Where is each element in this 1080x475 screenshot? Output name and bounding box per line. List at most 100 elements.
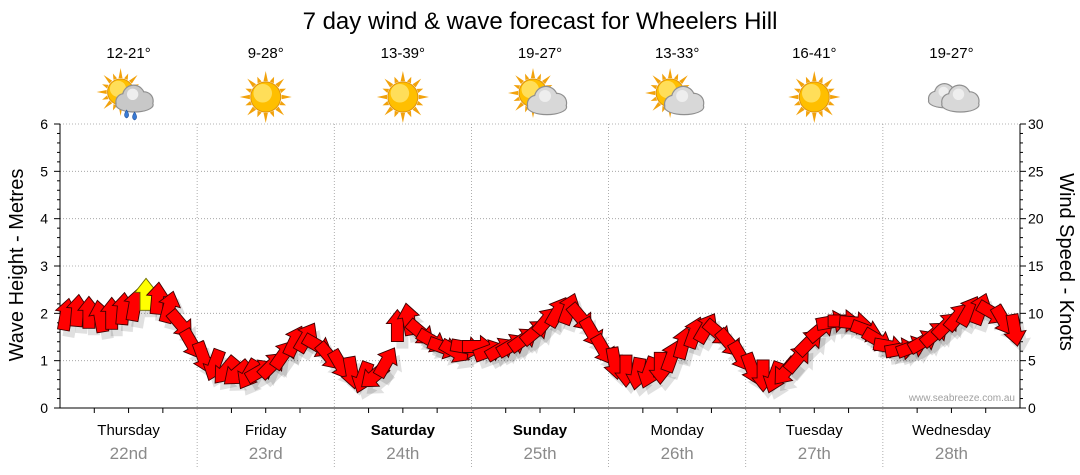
temperature-range: 9-28° — [248, 45, 284, 62]
sun-ray — [515, 75, 524, 84]
wind-arrow-shadow — [912, 337, 943, 362]
sun-ray — [96, 90, 107, 94]
wind-arrow — [165, 307, 192, 338]
sun-ray — [662, 73, 667, 81]
sun-ray — [650, 85, 658, 90]
wind-arrow-shadow — [524, 328, 553, 354]
sun-ray — [530, 68, 536, 79]
sun-ray — [525, 73, 530, 81]
wind-arrow-shadow — [366, 368, 395, 394]
sun-ray — [536, 73, 541, 81]
sun-ray — [418, 94, 429, 100]
temperature-range: 13-39° — [381, 45, 425, 62]
sun-ray — [794, 88, 801, 93]
sun-ray — [129, 75, 138, 84]
sun-ray — [823, 106, 833, 116]
sun-ray — [830, 94, 841, 100]
sun-ray — [795, 106, 805, 116]
sun-highlight — [109, 80, 127, 97]
sun-ray — [805, 110, 811, 118]
wind-arrow — [1003, 313, 1027, 347]
sun-ray — [275, 106, 285, 116]
partly-cloudy-icon — [645, 68, 705, 118]
sunny-icon — [788, 71, 841, 123]
sun-ray — [102, 84, 109, 89]
y-tick-label-right: 30 — [1028, 116, 1044, 132]
sun-ray — [279, 101, 286, 106]
sun-ray — [279, 88, 286, 93]
sun-ray — [542, 75, 551, 84]
date-label: 27th — [798, 444, 831, 463]
wind-arrow-shadow — [900, 343, 933, 366]
temperature-range: 19-27° — [929, 45, 973, 62]
day-label: Thursday — [97, 422, 160, 439]
sun-ray — [247, 106, 257, 116]
y-tick-label-left: 3 — [40, 258, 48, 274]
sun-ray — [245, 88, 252, 93]
day-label: Wednesday — [912, 422, 991, 439]
sun-ray — [112, 73, 118, 80]
sun-ray — [118, 68, 123, 79]
sun-ray — [513, 96, 521, 101]
day-label: Friday — [245, 422, 287, 439]
sun-ray — [673, 73, 679, 81]
cloud-base — [942, 98, 979, 112]
sun-ray — [394, 76, 399, 84]
sun-ray — [384, 106, 394, 116]
sun-ray — [263, 71, 268, 82]
cloud-base — [528, 100, 566, 114]
x-axis-day-labels: Thursday 22nd Friday 23rd Saturday 24th Sunday… — [97, 422, 991, 463]
cloud-highlight — [676, 90, 689, 102]
cloud-highlight — [126, 88, 139, 101]
sun-ray — [823, 78, 833, 88]
wind-arrows — [54, 277, 1027, 394]
sun-ray — [828, 101, 835, 106]
y-tick-label-right: 10 — [1028, 305, 1044, 321]
temperature-range: 16-41° — [792, 45, 836, 62]
sun-ray — [818, 76, 823, 84]
sun-ray — [406, 110, 412, 118]
daily-weather-strip: 12-21° 9-28° 13-39° 19-27° 13-33° 16-41° 19-27… — [96, 45, 980, 123]
sun-ray — [245, 101, 252, 106]
sun-ray — [406, 76, 412, 84]
day-label: Tuesday — [786, 422, 843, 439]
y-axis-label-right: Wind Speed - Knots — [1055, 173, 1077, 351]
sun-ray — [416, 88, 424, 93]
raindrop — [124, 109, 129, 119]
sun-ray — [394, 110, 399, 118]
sun-ray — [103, 100, 113, 109]
sun-ray — [788, 94, 799, 100]
sunny-icon — [239, 71, 292, 123]
y-tick-label-left: 2 — [40, 305, 48, 321]
sun-ray — [652, 102, 662, 111]
sun-ray — [795, 78, 805, 88]
cloud-highlight — [539, 90, 551, 102]
date-label: 24th — [386, 444, 419, 463]
sunny-icon — [376, 71, 429, 123]
showers-icon — [96, 68, 154, 121]
date-label: 23rd — [249, 444, 283, 463]
y-tick-label-left: 5 — [40, 163, 48, 179]
sun-ray — [508, 90, 519, 96]
sun-ray — [269, 76, 275, 84]
partly-cloudy-icon — [508, 68, 568, 118]
day-label: Monday — [650, 422, 704, 439]
y-axis-label-left: Wave Height - Metres — [6, 169, 28, 362]
y-tick-label-right: 15 — [1028, 258, 1044, 274]
cloud-highlight — [952, 88, 965, 101]
day-label: Saturday — [371, 422, 436, 439]
sun-ray — [102, 95, 109, 100]
sun-ray — [818, 110, 823, 118]
y-tick-label-left: 6 — [40, 116, 48, 132]
y-tick-label-right: 20 — [1028, 211, 1044, 227]
sun-highlight — [801, 83, 821, 103]
sun-ray — [263, 112, 268, 123]
sun-ray — [384, 78, 394, 88]
date-label: 25th — [523, 444, 556, 463]
y-tick-label-left: 0 — [40, 400, 48, 416]
sun-ray — [828, 88, 835, 93]
sun-ray — [513, 85, 521, 90]
axes — [54, 123, 1026, 413]
y-tick-label-right: 0 — [1028, 400, 1036, 416]
temperature-range: 13-33° — [655, 45, 699, 62]
